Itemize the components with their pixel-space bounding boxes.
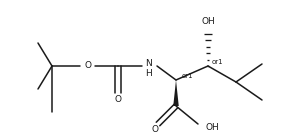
Text: O: O	[151, 124, 158, 133]
Text: N: N	[146, 59, 153, 67]
Text: H: H	[146, 68, 153, 78]
Text: O: O	[85, 62, 91, 71]
Text: OH: OH	[201, 17, 215, 26]
Text: O: O	[114, 95, 122, 104]
Text: or1: or1	[211, 59, 223, 65]
Text: OH: OH	[206, 123, 220, 132]
Text: or1: or1	[181, 73, 193, 79]
Polygon shape	[173, 80, 179, 106]
